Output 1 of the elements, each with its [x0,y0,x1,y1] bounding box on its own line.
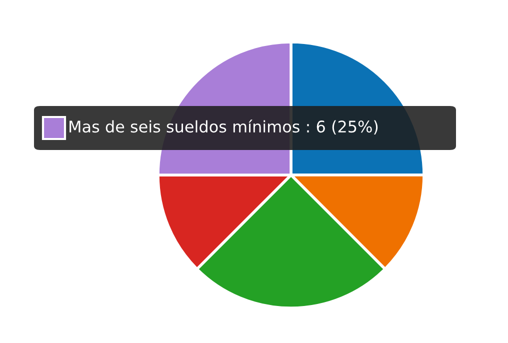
legend-label: Mas de seis sueldos mínimos : 6 (25%) [70,120,378,135]
